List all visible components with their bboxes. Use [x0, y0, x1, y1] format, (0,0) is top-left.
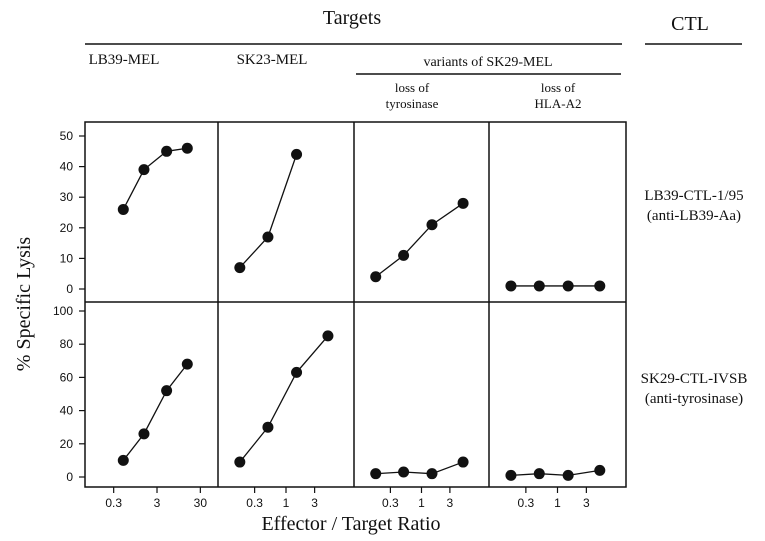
- col-header-sk23: SK23-MEL: [237, 52, 308, 68]
- data-marks: [117, 142, 606, 481]
- data-point: [262, 231, 274, 243]
- y-tick-label: 50: [60, 129, 74, 143]
- axis-ticks: 0 10 20 30 40 50 0 20 40 60 80 100 0.3 3 30 0.3 1 3 0.3 1 3 0…: [53, 129, 590, 510]
- data-point: [262, 421, 274, 433]
- series-line: [122, 147, 188, 210]
- data-point: [138, 164, 150, 176]
- series-line: [239, 154, 298, 269]
- data-point: [234, 456, 246, 468]
- data-point: [161, 145, 173, 157]
- ctl-header: CTL: [671, 13, 709, 35]
- data-point: [457, 197, 469, 209]
- panel-grid-frame: [84, 121, 627, 488]
- data-point: [161, 385, 173, 397]
- data-point: [117, 203, 129, 215]
- data-point: [533, 280, 545, 292]
- y-tick-label: 60: [60, 370, 74, 384]
- y-axis-label: % Specific Lysis: [13, 237, 35, 372]
- x-tick-label: 3: [447, 496, 454, 510]
- ctl-row2-name: SK29-CTL-IVSB: [641, 371, 748, 387]
- x-axis-label: Effector / Target Ratio: [261, 513, 440, 535]
- y-tick-label: 0: [66, 470, 73, 484]
- x-tick-label: 30: [194, 496, 208, 510]
- data-point: [117, 454, 129, 466]
- series-line: [122, 363, 188, 461]
- data-point: [533, 468, 545, 480]
- y-tick-label: 30: [60, 190, 74, 204]
- data-point: [594, 464, 606, 476]
- x-tick-label: 0.3: [382, 496, 399, 510]
- x-tick-label: 0.3: [105, 496, 122, 510]
- x-tick-label: 3: [154, 496, 161, 510]
- data-point: [181, 358, 193, 370]
- series-line: [239, 335, 329, 463]
- data-point: [398, 466, 410, 478]
- col-sub-hla-1: loss of: [541, 80, 576, 95]
- data-point: [291, 366, 303, 378]
- data-point: [505, 469, 517, 481]
- y-tick-label: 80: [60, 337, 74, 351]
- data-point: [138, 428, 150, 440]
- col-header-lb39: LB39-MEL: [89, 52, 160, 68]
- y-tick-label: 20: [60, 437, 74, 451]
- data-point: [562, 280, 574, 292]
- targets-header: Targets: [323, 7, 381, 29]
- y-tick-label: 40: [60, 404, 74, 418]
- x-tick-label: 0.3: [246, 496, 263, 510]
- data-point: [457, 456, 469, 468]
- data-point: [234, 262, 246, 274]
- series-line: [375, 461, 464, 475]
- data-point: [291, 148, 303, 160]
- series-line: [510, 469, 600, 476]
- data-point: [562, 469, 574, 481]
- ctl-row1-target: (anti-LB39-Aa): [647, 208, 741, 224]
- col-sub-tyrosinase-1: loss of: [395, 80, 430, 95]
- x-tick-label: 1: [418, 496, 425, 510]
- x-tick-label: 3: [311, 496, 318, 510]
- data-point: [322, 330, 334, 342]
- data-point: [370, 271, 382, 283]
- data-point: [594, 280, 606, 292]
- col-sub-tyrosinase-2: tyrosinase: [386, 96, 439, 111]
- y-tick-label: 0: [66, 282, 73, 296]
- y-tick-label: 100: [53, 304, 73, 318]
- y-tick-label: 10: [60, 251, 74, 265]
- series-line: [375, 202, 464, 278]
- x-tick-label: 0.3: [518, 496, 535, 510]
- data-point: [426, 219, 438, 231]
- data-point: [370, 468, 382, 480]
- data-point: [505, 280, 517, 292]
- ctl-row1-name: LB39-CTL-1/95: [644, 188, 743, 204]
- ctl-row2-target: (anti-tyrosinase): [645, 391, 743, 407]
- data-point: [398, 249, 410, 261]
- x-tick-label: 1: [283, 496, 290, 510]
- x-tick-label: 3: [583, 496, 590, 510]
- data-point: [426, 468, 438, 480]
- x-tick-label: 1: [554, 496, 561, 510]
- y-tick-label: 20: [60, 221, 74, 235]
- data-point: [181, 142, 193, 154]
- variants-header: variants of SK29-MEL: [423, 55, 552, 70]
- y-tick-label: 40: [60, 160, 74, 174]
- col-sub-hla-2: HLA-A2: [535, 96, 582, 111]
